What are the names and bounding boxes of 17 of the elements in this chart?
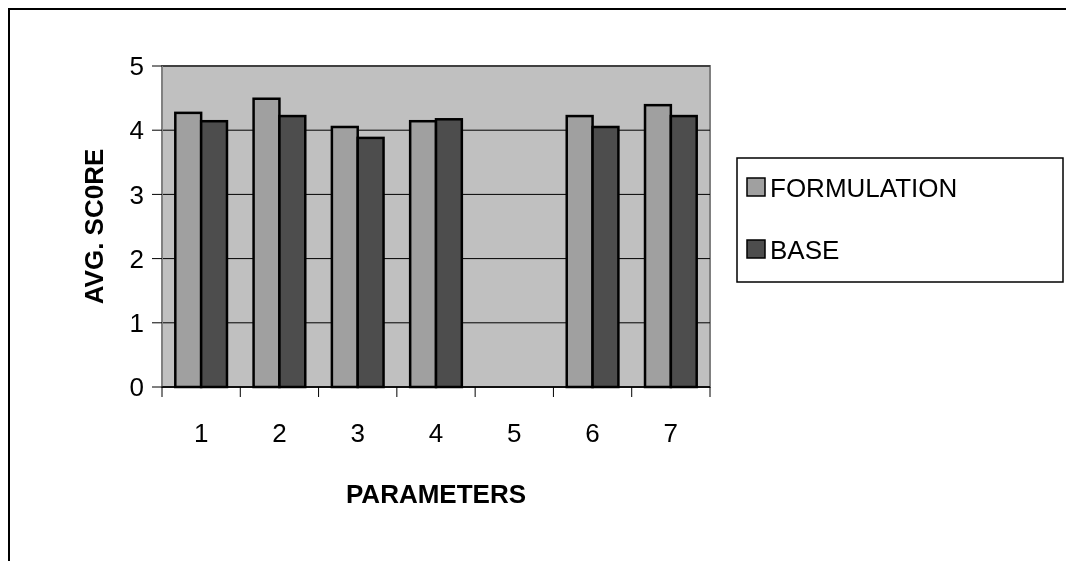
x-tick-label: 7 <box>663 418 679 448</box>
y-tick-label: 1 <box>129 307 144 338</box>
x-tick-label: 6 <box>585 418 600 448</box>
y-tick-label: 5 <box>129 51 144 82</box>
x-tick-label: 5 <box>507 418 522 448</box>
x-tick-label: 2 <box>272 418 287 448</box>
x-tick-label: 3 <box>350 418 365 448</box>
y-tick-label: 0 <box>129 372 144 403</box>
y-tick-label: 4 <box>129 115 144 146</box>
x-tick-label: 1 <box>193 418 209 448</box>
x-axis-title: PARAMETERS <box>345 479 527 509</box>
legend-label: FORMULATION <box>770 173 958 204</box>
legend-label: BASE <box>770 235 840 266</box>
x-tick-label: 4 <box>428 418 444 448</box>
y-axis-title: AVG. SC0RE <box>79 148 109 305</box>
y-tick-label: 3 <box>129 179 144 210</box>
y-tick-label: 2 <box>129 243 144 274</box>
